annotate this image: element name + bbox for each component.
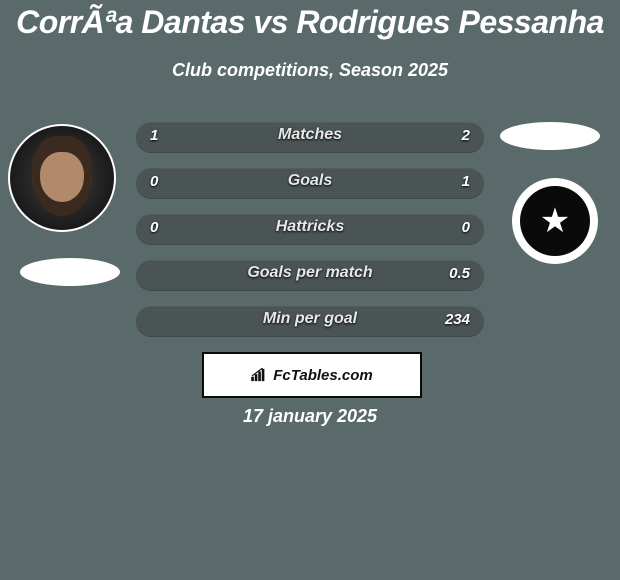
stat-right-value: 2 xyxy=(462,127,470,144)
club-mark-left xyxy=(20,258,120,286)
stat-right-value: 1 xyxy=(462,173,470,190)
player-left-avatar xyxy=(8,124,116,232)
bar-chart-icon xyxy=(251,368,269,382)
stat-label: Goals xyxy=(136,172,484,190)
stat-right-value: 0.5 xyxy=(449,265,470,282)
attribution-box: FcTables.com xyxy=(202,352,422,398)
stat-right-value: 234 xyxy=(445,311,470,328)
stats-rows: 1 Matches 2 0 Goals 1 0 Hattricks 0 Goal… xyxy=(136,122,484,352)
stat-label: Matches xyxy=(136,126,484,144)
date-text: 17 january 2025 xyxy=(0,406,620,427)
stat-label: Goals per match xyxy=(136,264,484,282)
stat-row: 0 Hattricks 0 xyxy=(136,214,484,244)
stat-row: Goals per match 0.5 xyxy=(136,260,484,290)
page-title: CorrÃªa Dantas vs Rodrigues Pessanha xyxy=(0,4,620,41)
comparison-card: CorrÃªa Dantas vs Rodrigues Pessanha Clu… xyxy=(0,0,620,580)
stat-right-value: 0 xyxy=(462,219,470,236)
stat-row: 1 Matches 2 xyxy=(136,122,484,152)
star-icon: ★ xyxy=(540,204,570,238)
stat-label: Min per goal xyxy=(136,310,484,328)
club-mark-right xyxy=(500,122,600,150)
attribution-text: FcTables.com xyxy=(273,367,372,384)
shield-icon: ★ xyxy=(520,186,590,256)
stat-label: Hattricks xyxy=(136,218,484,236)
stat-row: 0 Goals 1 xyxy=(136,168,484,198)
club-badge-right: ★ xyxy=(512,178,598,264)
stat-row: Min per goal 234 xyxy=(136,306,484,336)
page-subtitle: Club competitions, Season 2025 xyxy=(0,60,620,81)
